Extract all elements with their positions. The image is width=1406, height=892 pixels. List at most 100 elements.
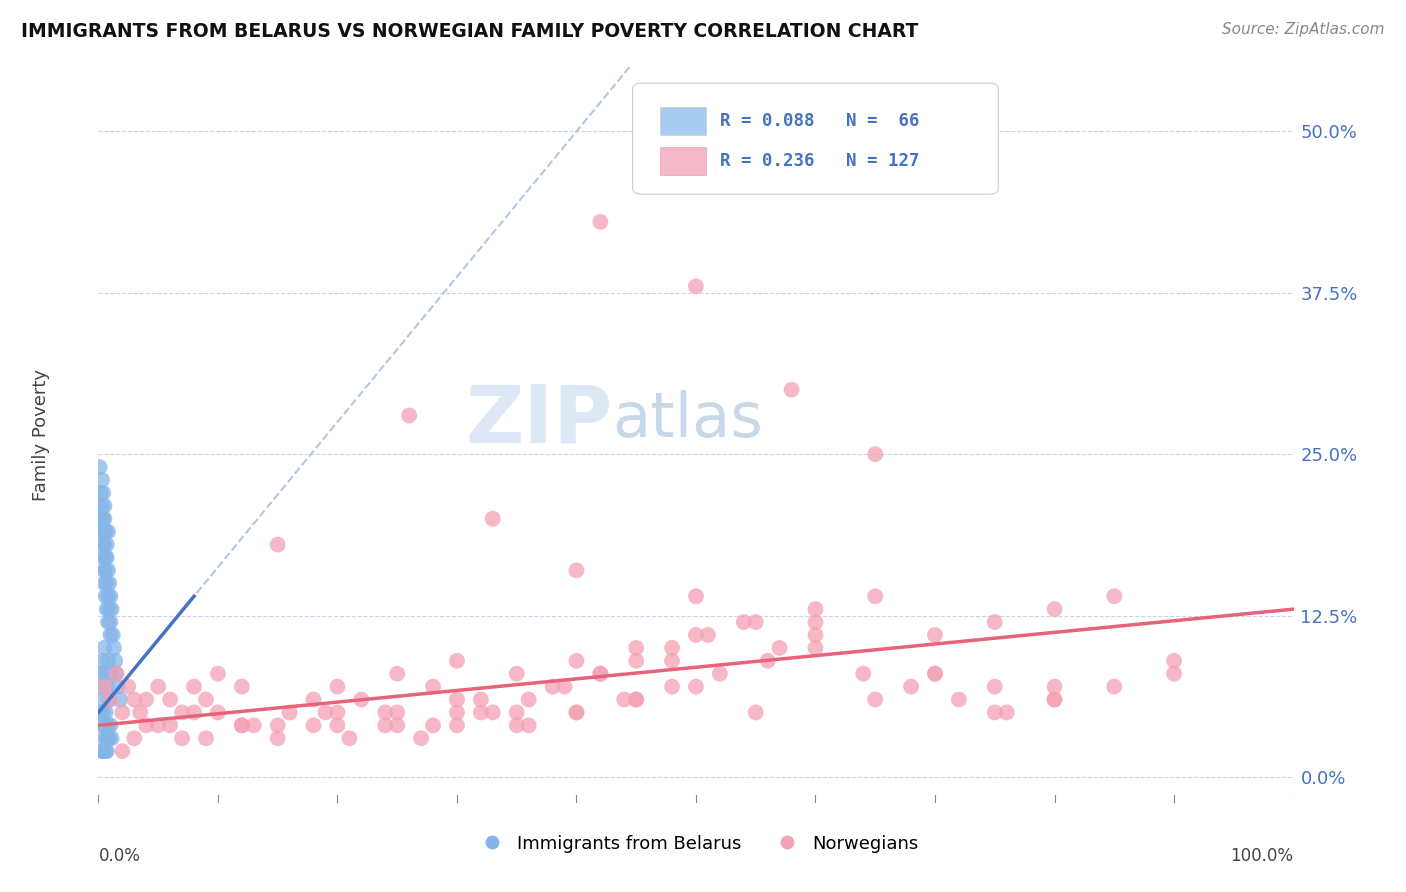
Point (94, 589, 117, 603)
Text: R = 0.236   N = 127: R = 0.236 N = 127 (720, 153, 920, 170)
Point (613, 692, 636, 706)
Text: 0.0%: 0.0% (98, 847, 141, 865)
Point (1163, 654, 1185, 668)
Point (98, 589, 122, 603)
Point (446, 654, 468, 668)
Point (91, 654, 114, 668)
Point (924, 666, 946, 681)
Point (96, 550, 118, 565)
Text: 100.0%: 100.0% (1230, 847, 1294, 865)
Point (243, 718, 266, 732)
Point (924, 666, 946, 681)
Point (865, 589, 887, 603)
Point (98, 731, 121, 746)
Point (97, 718, 120, 732)
Point (267, 718, 290, 732)
Point (339, 731, 361, 746)
Point (804, 628, 827, 642)
Point (98, 718, 122, 732)
Point (148, 680, 170, 694)
Point (103, 640, 125, 655)
Point (984, 615, 1007, 629)
Point (93, 576, 115, 591)
Point (374, 718, 396, 732)
Point (91, 499, 114, 513)
Point (94, 744, 117, 758)
Point (93, 538, 115, 552)
Point (446, 718, 468, 732)
Point (900, 680, 922, 694)
Point (1043, 680, 1066, 694)
Point (709, 666, 731, 681)
Point (91, 524, 114, 539)
Point (101, 628, 124, 642)
Point (541, 680, 564, 694)
Point (98, 602, 121, 616)
Point (446, 692, 468, 706)
Point (93, 563, 115, 577)
Point (93, 731, 115, 746)
Point (91, 473, 114, 487)
Point (768, 640, 790, 655)
Point (302, 692, 325, 706)
Point (93, 718, 115, 732)
Point (326, 680, 349, 694)
Point (91, 486, 114, 500)
Point (93, 680, 115, 694)
Point (159, 718, 181, 732)
Point (385, 706, 409, 720)
FancyBboxPatch shape (661, 147, 706, 175)
Point (98, 692, 121, 706)
Point (565, 654, 588, 668)
Point (411, 731, 433, 746)
Point (231, 718, 253, 732)
Point (100, 731, 122, 746)
Point (804, 602, 827, 616)
Text: atlas: atlas (613, 390, 763, 450)
Point (96, 731, 118, 746)
Point (90, 680, 112, 694)
Point (506, 706, 529, 720)
Point (91, 512, 114, 526)
Point (589, 666, 612, 681)
Point (984, 706, 1007, 720)
Point (685, 680, 707, 694)
Point (231, 718, 253, 732)
Point (350, 692, 373, 706)
Point (865, 692, 887, 706)
Text: ZIP: ZIP (465, 381, 613, 459)
Point (661, 640, 683, 655)
Point (374, 706, 396, 720)
Point (135, 718, 157, 732)
Point (589, 215, 612, 229)
Point (91, 538, 114, 552)
Point (124, 731, 146, 746)
Point (315, 706, 337, 720)
Point (924, 628, 946, 642)
Point (107, 680, 129, 694)
Point (231, 680, 253, 694)
Point (481, 512, 505, 526)
Point (96, 744, 118, 758)
Point (756, 654, 779, 668)
Point (733, 615, 755, 629)
Point (745, 706, 768, 720)
Point (90, 486, 112, 500)
Point (446, 706, 468, 720)
Point (93, 524, 115, 539)
Point (90, 512, 112, 526)
Point (94, 706, 117, 720)
Point (91, 744, 114, 758)
Point (97, 589, 120, 603)
Point (91, 744, 114, 758)
Point (302, 718, 325, 732)
Point (745, 615, 768, 629)
Point (385, 718, 409, 732)
Point (326, 706, 349, 720)
Point (1104, 589, 1126, 603)
Point (89, 666, 111, 681)
Point (506, 666, 529, 681)
Point (565, 706, 588, 720)
FancyBboxPatch shape (661, 107, 706, 136)
Point (470, 706, 492, 720)
